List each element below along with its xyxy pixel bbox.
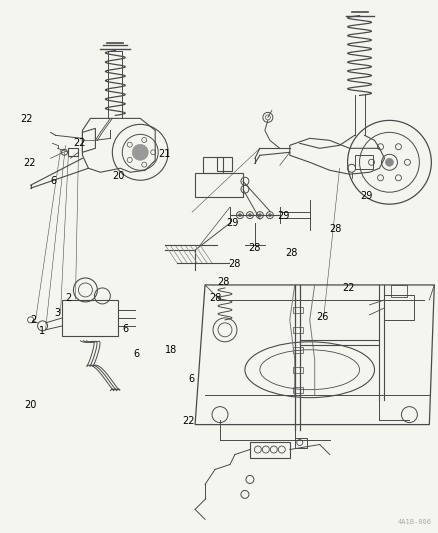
Circle shape	[385, 158, 392, 166]
Text: 21: 21	[158, 149, 170, 159]
Circle shape	[268, 214, 271, 216]
Bar	[62, 300, 118, 336]
Circle shape	[248, 214, 251, 216]
Text: 22: 22	[182, 416, 194, 426]
Bar	[292, 327, 302, 333]
Circle shape	[132, 144, 148, 160]
Text: 6: 6	[50, 176, 56, 187]
Text: 29: 29	[359, 191, 371, 201]
Text: 29: 29	[276, 211, 289, 221]
Bar	[292, 386, 302, 393]
Text: 6: 6	[122, 324, 128, 334]
Text: 28: 28	[208, 293, 221, 303]
Text: 6: 6	[187, 374, 194, 384]
Bar	[354, 155, 372, 169]
Text: 22: 22	[73, 138, 85, 148]
Circle shape	[238, 214, 241, 216]
Text: 28: 28	[217, 278, 230, 287]
Text: 26: 26	[315, 312, 328, 322]
Text: 4A1B-006: 4A1B-006	[396, 519, 431, 526]
Bar	[203, 157, 223, 173]
Bar	[391, 285, 406, 297]
Text: 2: 2	[65, 293, 71, 303]
Text: 6: 6	[133, 349, 139, 359]
Bar	[194, 173, 242, 197]
Text: 1: 1	[39, 326, 45, 336]
Bar	[292, 307, 302, 313]
Bar	[292, 347, 302, 353]
Bar	[68, 148, 78, 156]
Text: 3: 3	[54, 308, 60, 318]
Bar	[216, 157, 231, 171]
Bar	[292, 367, 302, 373]
Text: 28: 28	[285, 248, 297, 258]
Text: 28: 28	[228, 259, 240, 269]
Text: 18: 18	[165, 345, 177, 356]
Text: 20: 20	[113, 171, 125, 181]
Bar	[249, 441, 289, 457]
Text: 20: 20	[24, 400, 36, 410]
Text: 28: 28	[328, 224, 341, 235]
Text: 22: 22	[342, 283, 354, 293]
Bar	[384, 295, 413, 320]
Circle shape	[258, 214, 261, 216]
Text: 22: 22	[21, 114, 33, 124]
Text: 28: 28	[248, 243, 260, 253]
Text: 2: 2	[30, 314, 36, 325]
Text: 22: 22	[23, 158, 35, 168]
Bar	[294, 438, 306, 448]
Text: 29: 29	[226, 218, 238, 228]
